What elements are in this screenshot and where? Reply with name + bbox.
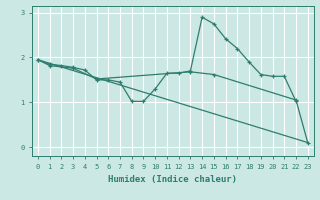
X-axis label: Humidex (Indice chaleur): Humidex (Indice chaleur)	[108, 175, 237, 184]
